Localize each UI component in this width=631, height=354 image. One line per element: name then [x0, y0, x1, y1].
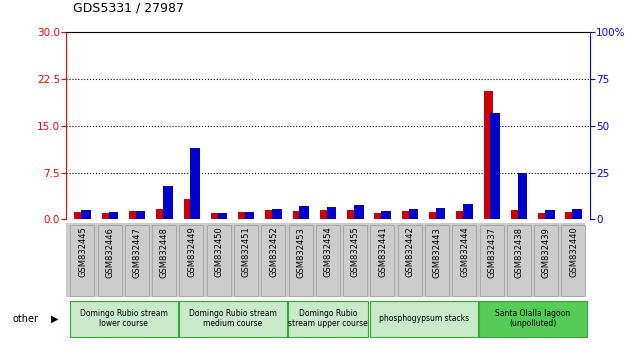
- Bar: [129, 211, 139, 219]
- Bar: [545, 210, 555, 219]
- Bar: [429, 212, 439, 219]
- FancyBboxPatch shape: [479, 301, 587, 337]
- Bar: [517, 172, 528, 219]
- Bar: [184, 199, 193, 219]
- Bar: [538, 213, 548, 219]
- Bar: [70, 224, 95, 296]
- Text: other: other: [13, 314, 38, 324]
- Text: GSM832446: GSM832446: [105, 227, 114, 278]
- Bar: [261, 224, 285, 296]
- Text: GSM832445: GSM832445: [78, 227, 87, 278]
- Bar: [320, 210, 329, 219]
- Text: GSM832444: GSM832444: [460, 227, 469, 278]
- Text: GSM832452: GSM832452: [269, 227, 278, 278]
- Bar: [125, 224, 149, 296]
- FancyBboxPatch shape: [69, 301, 177, 337]
- Bar: [179, 224, 203, 296]
- Text: GSM832451: GSM832451: [242, 227, 251, 278]
- Bar: [98, 224, 122, 296]
- Bar: [156, 210, 166, 219]
- Bar: [456, 211, 466, 219]
- Bar: [327, 207, 336, 219]
- Bar: [436, 208, 445, 219]
- Bar: [136, 211, 145, 219]
- Bar: [463, 205, 473, 219]
- Bar: [398, 224, 422, 296]
- Bar: [152, 224, 176, 296]
- FancyBboxPatch shape: [179, 301, 286, 337]
- Bar: [562, 224, 586, 296]
- Bar: [409, 209, 418, 219]
- Text: GSM832439: GSM832439: [542, 227, 551, 278]
- Text: phosphogypsum stacks: phosphogypsum stacks: [379, 314, 469, 323]
- Bar: [218, 213, 227, 219]
- Text: GSM832454: GSM832454: [324, 227, 333, 278]
- Bar: [191, 148, 200, 219]
- Bar: [266, 210, 275, 219]
- Text: GSM832437: GSM832437: [487, 227, 497, 278]
- Bar: [245, 212, 254, 219]
- Bar: [293, 211, 302, 219]
- Bar: [207, 224, 231, 296]
- Bar: [452, 224, 476, 296]
- Bar: [102, 213, 111, 219]
- FancyBboxPatch shape: [370, 301, 478, 337]
- Bar: [511, 210, 521, 219]
- Bar: [300, 206, 309, 219]
- Bar: [402, 211, 411, 219]
- Bar: [483, 91, 493, 219]
- Bar: [507, 224, 531, 296]
- Bar: [565, 212, 575, 219]
- Bar: [572, 209, 582, 219]
- Text: GSM832438: GSM832438: [514, 227, 524, 278]
- Bar: [374, 213, 384, 219]
- Text: GSM832450: GSM832450: [215, 227, 223, 278]
- Bar: [288, 224, 312, 296]
- Bar: [74, 212, 84, 219]
- Text: GSM832443: GSM832443: [433, 227, 442, 278]
- Text: GSM832453: GSM832453: [297, 227, 305, 278]
- Text: GSM832447: GSM832447: [133, 227, 142, 278]
- Text: ▶: ▶: [50, 314, 58, 324]
- Bar: [534, 224, 558, 296]
- Bar: [425, 224, 449, 296]
- Text: Domingo Rubio
stream upper course: Domingo Rubio stream upper course: [288, 309, 368, 328]
- Text: GDS5331 / 27987: GDS5331 / 27987: [73, 1, 184, 14]
- Bar: [343, 224, 367, 296]
- Bar: [354, 205, 363, 219]
- Bar: [81, 210, 91, 219]
- Text: GSM832448: GSM832448: [160, 227, 169, 278]
- Text: GSM832442: GSM832442: [406, 227, 415, 278]
- Text: Domingo Rubio stream
medium course: Domingo Rubio stream medium course: [189, 309, 276, 328]
- Bar: [490, 113, 500, 219]
- Text: Santa Olalla lagoon
(unpolluted): Santa Olalla lagoon (unpolluted): [495, 309, 570, 328]
- Bar: [163, 186, 173, 219]
- Bar: [316, 224, 340, 296]
- Bar: [234, 224, 258, 296]
- Bar: [211, 213, 220, 219]
- Text: GSM832440: GSM832440: [569, 227, 578, 278]
- Bar: [272, 209, 282, 219]
- Text: Domingo Rubio stream
lower course: Domingo Rubio stream lower course: [80, 309, 167, 328]
- Text: GSM832441: GSM832441: [378, 227, 387, 278]
- Bar: [347, 210, 357, 219]
- Text: GSM832449: GSM832449: [187, 227, 196, 278]
- FancyBboxPatch shape: [288, 301, 369, 337]
- Bar: [109, 212, 118, 219]
- Bar: [238, 212, 247, 219]
- Bar: [480, 224, 504, 296]
- Bar: [381, 211, 391, 219]
- Bar: [370, 224, 394, 296]
- Text: GSM832455: GSM832455: [351, 227, 360, 278]
